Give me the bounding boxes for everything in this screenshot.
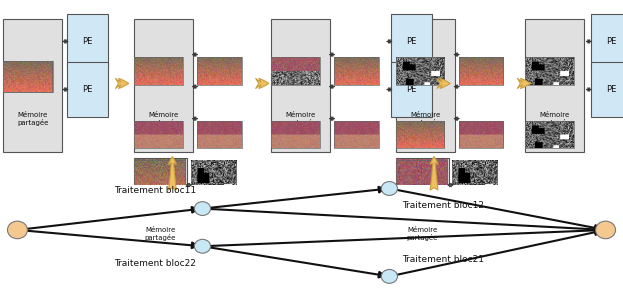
Text: Traitement bloc11: Traitement bloc11 — [114, 186, 196, 195]
FancyBboxPatch shape — [134, 19, 193, 152]
FancyBboxPatch shape — [591, 14, 623, 69]
Text: Traitement bloc12: Traitement bloc12 — [402, 201, 484, 210]
FancyBboxPatch shape — [3, 19, 62, 152]
Text: Traitement bloc21: Traitement bloc21 — [402, 255, 484, 264]
Ellipse shape — [194, 239, 211, 253]
Ellipse shape — [381, 181, 397, 196]
Text: PE: PE — [406, 85, 417, 94]
FancyBboxPatch shape — [396, 19, 455, 152]
Ellipse shape — [7, 221, 27, 239]
Text: PE: PE — [606, 37, 616, 46]
FancyBboxPatch shape — [67, 62, 108, 117]
FancyBboxPatch shape — [134, 158, 187, 260]
FancyBboxPatch shape — [525, 19, 584, 152]
FancyBboxPatch shape — [391, 62, 432, 117]
FancyBboxPatch shape — [271, 19, 330, 152]
Text: PE: PE — [82, 85, 93, 94]
Text: Mémoire
partagée: Mémoire partagée — [285, 112, 316, 126]
FancyBboxPatch shape — [391, 14, 432, 69]
Ellipse shape — [381, 269, 397, 283]
Text: PE: PE — [406, 37, 417, 46]
FancyBboxPatch shape — [396, 158, 449, 260]
Text: Mémoire
partagée: Mémoire partagée — [148, 112, 179, 126]
Text: PE: PE — [606, 85, 616, 94]
Text: Mémoire
partagée: Mémoire partagée — [539, 112, 571, 126]
Text: Mémoire
partagée: Mémoire partagée — [17, 112, 49, 126]
Ellipse shape — [596, 221, 616, 239]
Text: Traitement bloc22: Traitement bloc22 — [115, 259, 196, 268]
Ellipse shape — [194, 202, 211, 216]
FancyBboxPatch shape — [67, 14, 108, 69]
Text: Mémoire
partagée: Mémoire partagée — [145, 227, 176, 241]
Text: Mémoire
partagée: Mémoire partagée — [406, 227, 438, 241]
Text: Mémoire
partagée: Mémoire partagée — [409, 112, 441, 126]
Text: PE: PE — [82, 37, 93, 46]
FancyBboxPatch shape — [591, 62, 623, 117]
